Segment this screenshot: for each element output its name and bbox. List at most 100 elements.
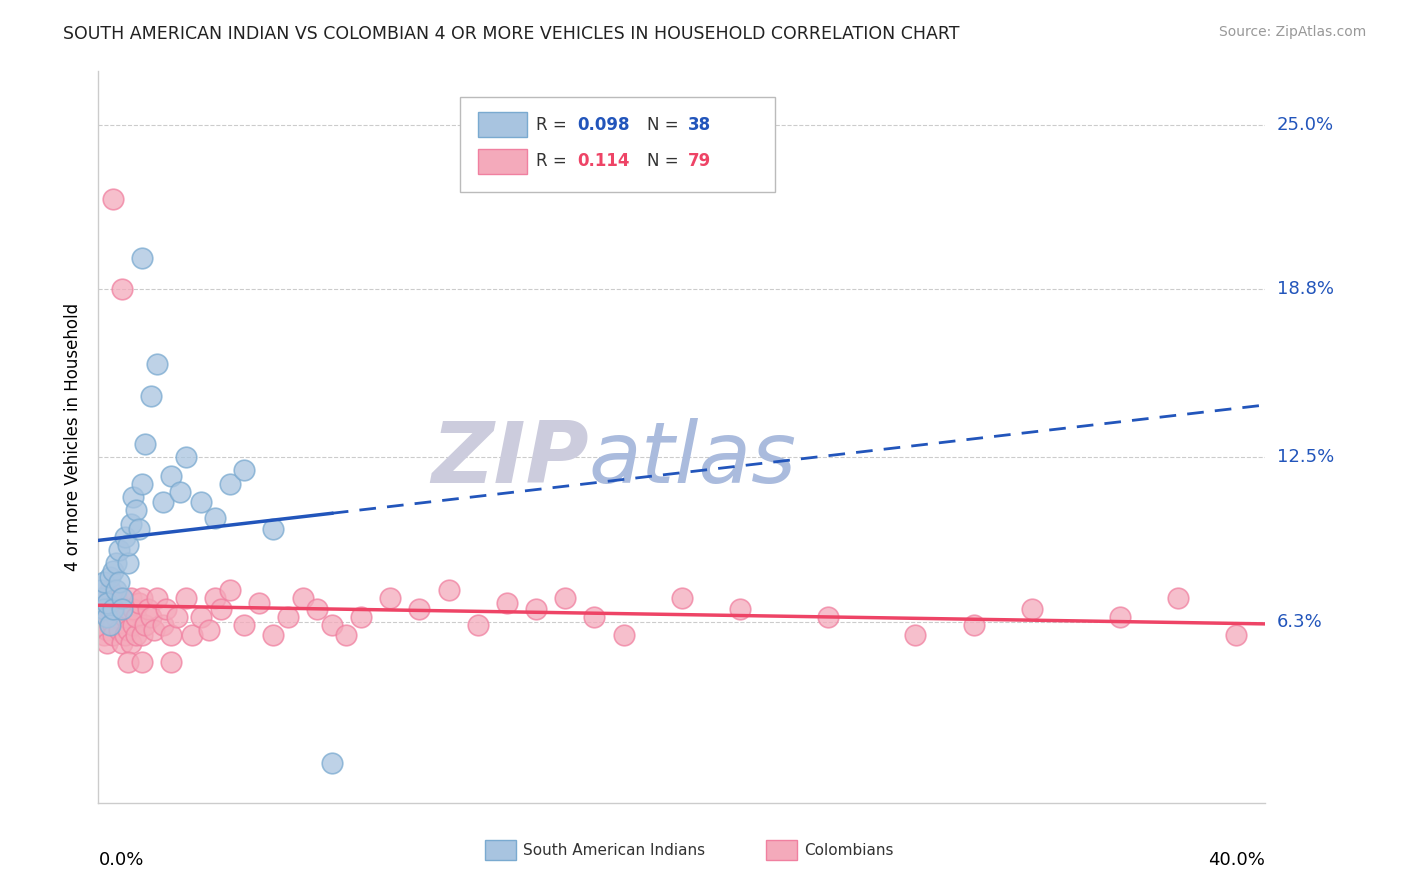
Point	[131, 655, 153, 669]
Point	[98, 617, 121, 632]
Point	[111, 601, 134, 615]
Point	[104, 591, 127, 605]
Point	[262, 628, 284, 642]
Point	[730, 601, 752, 615]
Point	[524, 601, 547, 615]
Point	[101, 617, 124, 632]
Point	[93, 591, 115, 605]
Point	[134, 617, 156, 632]
Point	[93, 609, 115, 624]
Point	[180, 628, 202, 642]
Text: ZIP: ZIP	[430, 417, 589, 500]
Point	[111, 283, 134, 297]
Point	[174, 591, 197, 605]
Point	[122, 617, 145, 632]
Point	[554, 591, 576, 605]
Point	[142, 623, 165, 637]
Point	[96, 609, 118, 624]
Point	[291, 591, 314, 605]
Point	[1225, 628, 1247, 642]
Point	[1108, 609, 1130, 624]
Point	[120, 636, 142, 650]
Point	[101, 565, 124, 579]
Text: 0.114: 0.114	[576, 153, 630, 170]
Point	[160, 628, 183, 642]
Point	[146, 591, 169, 605]
Point	[122, 601, 145, 615]
Point	[128, 596, 150, 610]
Text: 0.098: 0.098	[576, 116, 630, 134]
Point	[166, 609, 188, 624]
Point	[904, 628, 927, 642]
Point	[160, 468, 183, 483]
Point	[380, 591, 402, 605]
Point	[128, 522, 150, 536]
Text: 6.3%: 6.3%	[1277, 613, 1322, 631]
Point	[90, 591, 112, 605]
Point	[139, 609, 162, 624]
Point	[120, 591, 142, 605]
Point	[174, 450, 197, 464]
Point	[111, 636, 134, 650]
Point	[467, 617, 489, 632]
FancyBboxPatch shape	[460, 97, 775, 192]
Point	[101, 192, 124, 206]
Point	[98, 570, 121, 584]
Point	[233, 617, 256, 632]
Point	[101, 596, 124, 610]
Text: SOUTH AMERICAN INDIAN VS COLOMBIAN 4 OR MORE VEHICLES IN HOUSEHOLD CORRELATION C: SOUTH AMERICAN INDIAN VS COLOMBIAN 4 OR …	[63, 25, 960, 43]
Point	[117, 538, 139, 552]
Point	[93, 628, 115, 642]
Point	[120, 516, 142, 531]
Text: N =: N =	[647, 153, 683, 170]
Point	[131, 251, 153, 265]
Point	[307, 601, 329, 615]
Point	[101, 628, 124, 642]
Point	[233, 463, 256, 477]
Point	[321, 756, 343, 770]
Point	[408, 601, 430, 615]
Point	[108, 623, 131, 637]
Text: 79: 79	[688, 153, 711, 170]
Point	[190, 609, 212, 624]
Text: R =: R =	[536, 116, 572, 134]
Point	[96, 596, 118, 610]
Point	[117, 557, 139, 571]
Point	[350, 609, 373, 624]
Point	[612, 628, 634, 642]
Point	[111, 591, 134, 605]
Point	[96, 623, 118, 637]
Text: 18.8%: 18.8%	[1277, 280, 1333, 299]
FancyBboxPatch shape	[478, 149, 527, 174]
Point	[139, 389, 162, 403]
Text: South American Indians: South American Indians	[523, 843, 706, 857]
Point	[160, 655, 183, 669]
Point	[131, 476, 153, 491]
Point	[134, 436, 156, 450]
Point	[93, 575, 115, 590]
Text: R =: R =	[536, 153, 572, 170]
Point	[90, 582, 112, 597]
Point	[104, 557, 127, 571]
Point	[218, 582, 240, 597]
Point	[93, 601, 115, 615]
Point	[104, 609, 127, 624]
Point	[277, 609, 299, 624]
Point	[131, 591, 153, 605]
Point	[122, 490, 145, 504]
Text: Colombians: Colombians	[804, 843, 894, 857]
Text: Source: ZipAtlas.com: Source: ZipAtlas.com	[1219, 25, 1367, 39]
Point	[204, 511, 226, 525]
Point	[671, 591, 693, 605]
Point	[152, 617, 174, 632]
Point	[108, 543, 131, 558]
Point	[104, 582, 127, 597]
Point	[125, 609, 148, 624]
Point	[321, 617, 343, 632]
Text: atlas: atlas	[589, 417, 797, 500]
Point	[496, 596, 519, 610]
Text: 38: 38	[688, 116, 711, 134]
Point	[136, 601, 159, 615]
Point	[90, 617, 112, 632]
Point	[131, 628, 153, 642]
